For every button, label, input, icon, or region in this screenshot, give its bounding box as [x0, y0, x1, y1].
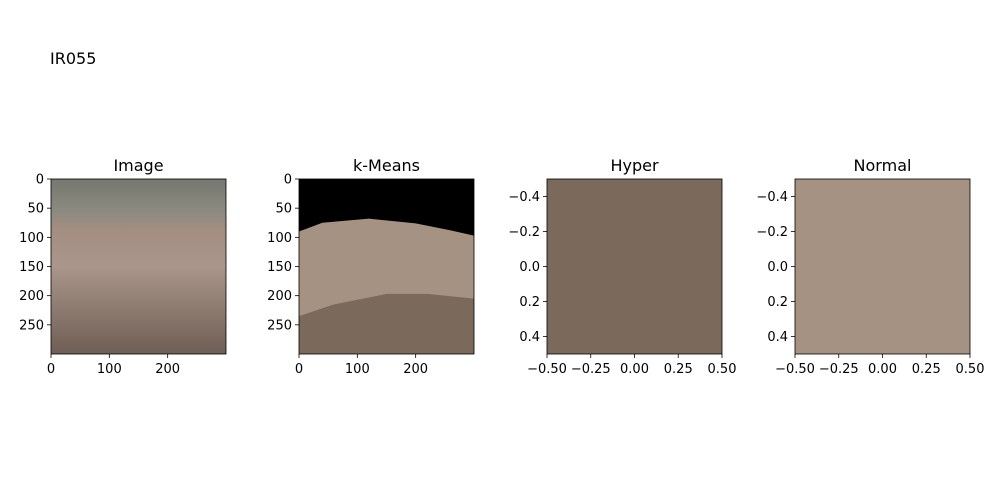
- hyper-xtick-label: 0.00: [620, 362, 649, 377]
- image-xtick-label: 100: [97, 362, 122, 377]
- hyper-ytick-label: −0.2: [508, 225, 540, 240]
- image-ytick-label: 250: [19, 318, 44, 333]
- kmeans-ytick-label: 0: [284, 173, 292, 188]
- kmeans-ytick-label: 100: [267, 231, 292, 246]
- image-xtick-label: 0: [47, 362, 55, 377]
- image-photo: [51, 179, 226, 354]
- image-title: Image: [113, 156, 163, 175]
- kmeans-ytick-label: 150: [267, 260, 292, 275]
- hyper-xtick-label: −0.50: [527, 362, 567, 377]
- image-xtick-label: 200: [155, 362, 180, 377]
- normal-xtick-label: −0.50: [775, 362, 815, 377]
- kmeans-xtick-label: 100: [345, 362, 370, 377]
- image-ytick-label: 0: [36, 173, 44, 188]
- hyper-title: Hyper: [610, 156, 659, 175]
- normal-xtick-label: 0.00: [868, 362, 897, 377]
- image-ytick-label: 150: [19, 260, 44, 275]
- kmeans-segment-background: [299, 179, 474, 236]
- normal-ytick-label: 0.4: [767, 330, 788, 345]
- hyper-ytick-label: 0.4: [519, 330, 540, 345]
- normal-xtick-label: 0.25: [912, 362, 941, 377]
- hyper-fill: [547, 179, 722, 354]
- panel-kmeans: k-Means 0 100 200 0 50 100 150 200 250: [267, 156, 475, 377]
- figure-label: IR055: [50, 49, 96, 68]
- normal-xtick-label: −0.25: [819, 362, 859, 377]
- normal-title: Normal: [854, 156, 912, 175]
- hyper-xtick-label: 0.25: [664, 362, 693, 377]
- kmeans-ytick-label: 50: [275, 202, 292, 217]
- panel-image: Image 0 100 200 0 50 100 150 200 250: [19, 156, 227, 377]
- image-ytick-label: 100: [19, 231, 44, 246]
- panel-hyper: Hyper −0.50 −0.25 0.00 0.25 0.50 −0.4 −0.2 0.0 0.…: [508, 156, 736, 377]
- kmeans-title: k-Means: [353, 156, 420, 175]
- hyper-ytick-label: −0.4: [508, 190, 540, 205]
- image-ytick-label: 200: [19, 289, 44, 304]
- hyper-xtick-label: 0.50: [708, 362, 737, 377]
- hyper-xtick-label: −0.25: [571, 362, 611, 377]
- hyper-ytick-label: 0.2: [519, 295, 540, 310]
- kmeans-ytick-label: 250: [267, 318, 292, 333]
- kmeans-ytick-label: 200: [267, 289, 292, 304]
- panel-normal: Normal −0.50 −0.25 0.00 0.25 0.50 −0.4 −0.2 0.0 0…: [756, 156, 984, 377]
- normal-ytick-label: −0.2: [756, 225, 788, 240]
- image-ytick-label: 50: [27, 202, 44, 217]
- normal-fill: [795, 179, 970, 354]
- kmeans-xtick-label: 200: [403, 362, 428, 377]
- normal-ytick-label: 0.2: [767, 295, 788, 310]
- normal-ytick-label: −0.4: [756, 190, 788, 205]
- normal-ytick-label: 0.0: [767, 260, 788, 275]
- hyper-ytick-label: 0.0: [519, 260, 540, 275]
- kmeans-xtick-label: 0: [295, 362, 303, 377]
- normal-xtick-label: 0.50: [956, 362, 985, 377]
